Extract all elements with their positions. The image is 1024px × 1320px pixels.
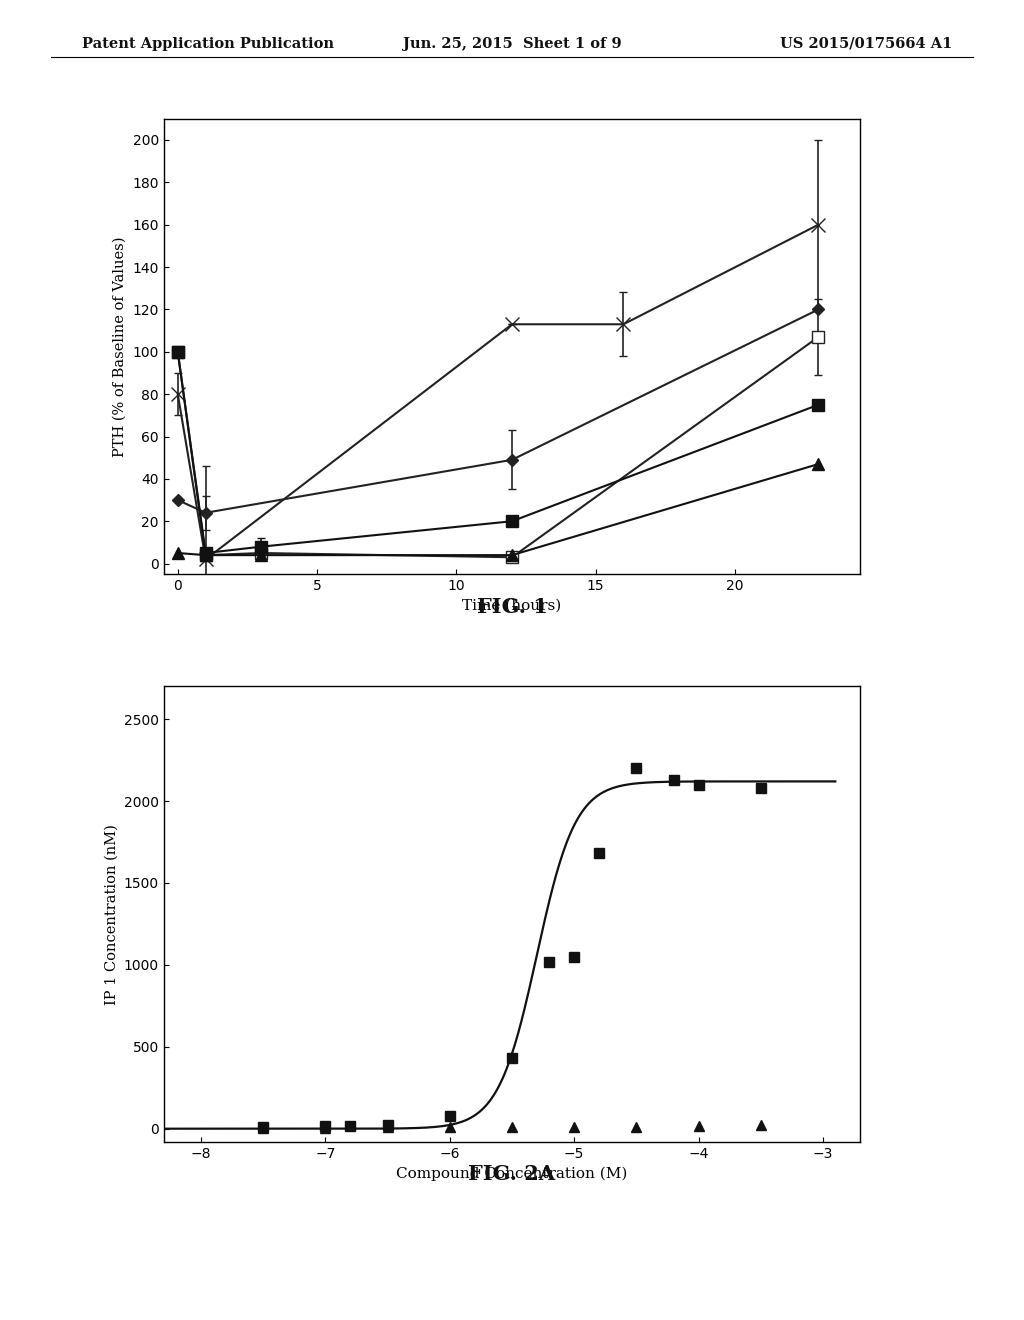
- Y-axis label: IP 1 Concentration (nM): IP 1 Concentration (nM): [104, 824, 119, 1005]
- Text: US 2015/0175664 A1: US 2015/0175664 A1: [780, 37, 952, 51]
- Y-axis label: PTH (% of Baseline of Values): PTH (% of Baseline of Values): [113, 236, 127, 457]
- Text: Patent Application Publication: Patent Application Publication: [82, 37, 334, 51]
- X-axis label: Time (hours): Time (hours): [463, 598, 561, 612]
- Text: Jun. 25, 2015  Sheet 1 of 9: Jun. 25, 2015 Sheet 1 of 9: [402, 37, 622, 51]
- X-axis label: Compound Concentration (M): Compound Concentration (M): [396, 1166, 628, 1180]
- Text: FIG. 2A: FIG. 2A: [468, 1164, 556, 1184]
- Text: FIG. 1: FIG. 1: [476, 597, 548, 616]
